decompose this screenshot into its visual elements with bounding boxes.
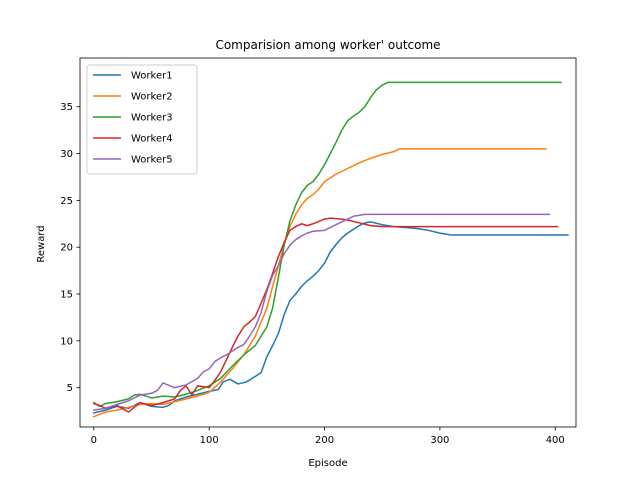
- legend-box: [86, 64, 198, 175]
- legend: Worker1 Worker2 Worker3 Worker4 Worker5: [86, 64, 198, 175]
- x-tick-label: 200: [315, 435, 334, 446]
- x-tick-label: 300: [430, 435, 449, 446]
- chart-title: Comparision among worker' outcome: [215, 38, 440, 52]
- y-tick-label: 35: [60, 102, 73, 113]
- x-tick-label: 400: [546, 435, 565, 446]
- plot-area: [92, 81, 569, 418]
- y-tick-label: 15: [60, 290, 73, 301]
- series-line-worker3: [92, 81, 562, 408]
- legend-label-worker3: Worker3: [131, 113, 173, 124]
- y-tick-label: 30: [60, 149, 73, 160]
- legend-label-worker5: Worker5: [131, 155, 173, 166]
- x-tick-label: 0: [91, 435, 97, 446]
- series-line-worker5: [92, 213, 551, 412]
- y-tick-label: 25: [60, 196, 73, 207]
- legend-label-worker2: Worker2: [131, 92, 173, 103]
- y-tick-label: 5: [67, 383, 73, 394]
- y-axis-label: Reward: [36, 225, 47, 262]
- legend-label-worker4: Worker4: [131, 134, 173, 145]
- axes: 0 100 200 300 400 5 10 15 20 25 30 35: [60, 57, 577, 446]
- x-axis-label: Episode: [308, 458, 347, 469]
- legend-label-worker1: Worker1: [131, 71, 173, 82]
- series-line-worker4: [92, 217, 559, 413]
- x-tick-label: 100: [200, 435, 219, 446]
- axes-frame: [79, 57, 577, 428]
- series-line-worker2: [92, 148, 547, 418]
- y-tick-label: 10: [60, 336, 73, 347]
- y-tick-label: 20: [60, 243, 73, 254]
